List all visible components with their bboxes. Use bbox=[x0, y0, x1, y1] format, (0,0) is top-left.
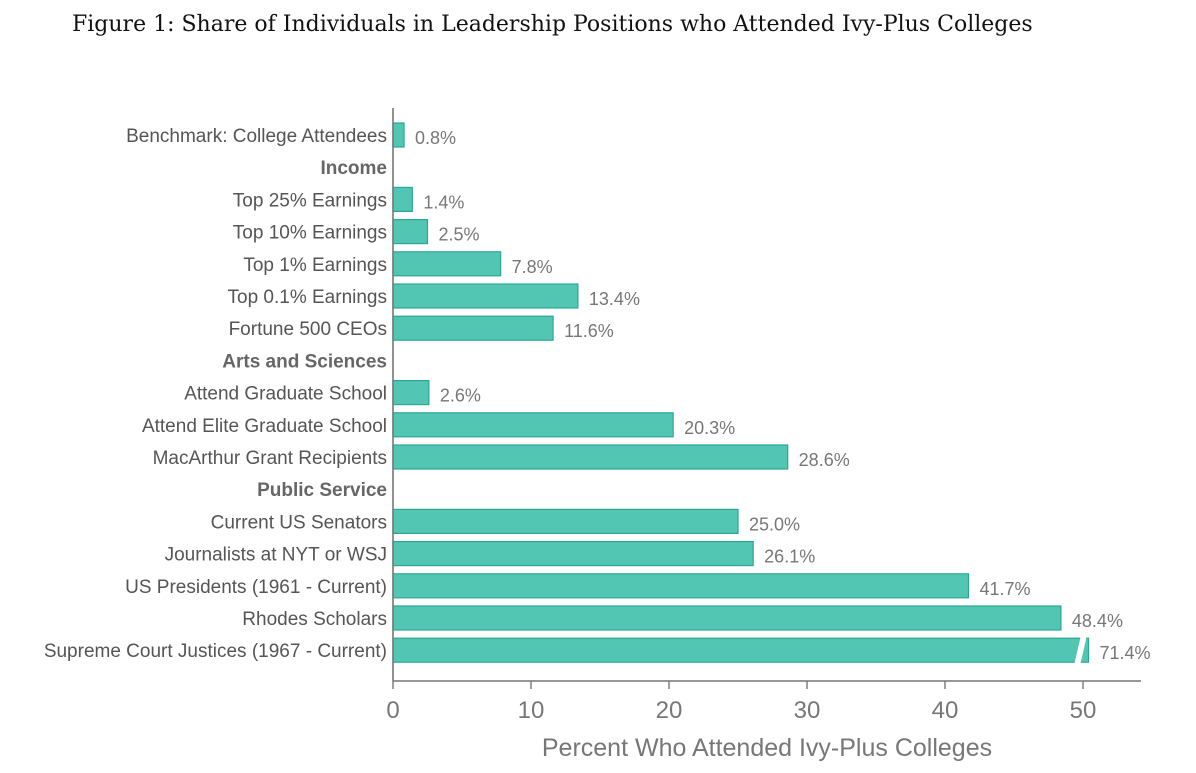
bar-supreme-court-justices-1967-current bbox=[392, 637, 1090, 663]
bar-current-us-senators bbox=[392, 508, 739, 534]
bar-attend-graduate-school bbox=[392, 380, 430, 406]
category-label-attend-elite-graduate-school: Attend Elite Graduate School bbox=[142, 416, 387, 437]
bar-top-1-earnings bbox=[392, 251, 502, 277]
category-label-us-presidents-1961-current: US Presidents (1961 - Current) bbox=[125, 577, 387, 598]
group-heading-arts-and-sciences: Arts and Sciences bbox=[222, 351, 387, 372]
bar-us-presidents-1961-current bbox=[392, 573, 970, 599]
bars-layer bbox=[392, 122, 1090, 664]
bar-fortune-500-ceos bbox=[392, 315, 554, 341]
value-label-top-0-1-earnings: 13.4% bbox=[589, 289, 640, 309]
value-label-macarthur-grant-recipients: 28.6% bbox=[799, 450, 850, 470]
group-heading-income: Income bbox=[320, 158, 387, 179]
x-tick-label: 10 bbox=[518, 697, 545, 724]
category-label-supreme-court-justices-1967-current: Supreme Court Justices (1967 - Current) bbox=[44, 641, 387, 662]
value-label-benchmark-college-attendees: 0.8% bbox=[415, 128, 456, 148]
bar-rhodes-scholars bbox=[392, 605, 1062, 631]
bar-top-0-1-earnings bbox=[392, 283, 579, 309]
value-label-us-presidents-1961-current: 41.7% bbox=[979, 579, 1030, 599]
category-label-current-us-senators: Current US Senators bbox=[211, 512, 387, 533]
value-label-attend-graduate-school: 2.6% bbox=[440, 386, 481, 406]
x-tick-label: 50 bbox=[1070, 697, 1097, 724]
value-label-attend-elite-graduate-school: 20.3% bbox=[684, 418, 735, 438]
x-tick-label: 0 bbox=[386, 697, 399, 724]
bar-macarthur-grant-recipients bbox=[392, 444, 789, 470]
labels-layer: Benchmark: College Attendees 0.8% Income To… bbox=[44, 126, 1151, 663]
x-tick-label: 20 bbox=[656, 697, 683, 724]
category-label-top-10-earnings: Top 10% Earnings bbox=[233, 223, 387, 244]
category-label-fortune-500-ceos: Fortune 500 CEOs bbox=[229, 319, 387, 340]
category-label-journalists-at-nyt-or-wsj: Journalists at NYT or WSJ bbox=[165, 545, 387, 566]
x-axis-title: Percent Who Attended Ivy-Plus Colleges bbox=[542, 734, 992, 762]
category-label-rhodes-scholars: Rhodes Scholars bbox=[242, 609, 387, 630]
category-label-top-0-1-earnings: Top 0.1% Earnings bbox=[228, 287, 388, 308]
bar-benchmark-college-attendees bbox=[392, 122, 405, 148]
category-label-top-1-earnings: Top 1% Earnings bbox=[243, 255, 387, 276]
axis-layer: 0 10 20 30 40 50 Percent Who Attended Ivy-Plus… bbox=[386, 108, 1141, 762]
value-label-current-us-senators: 25.0% bbox=[749, 514, 800, 534]
value-label-supreme-court-justices-1967-current: 71.4% bbox=[1100, 643, 1151, 663]
x-tick-label: 30 bbox=[794, 697, 821, 724]
bar-journalists-at-nyt-or-wsj bbox=[392, 540, 754, 567]
value-label-top-10-earnings: 2.5% bbox=[439, 225, 480, 245]
value-label-journalists-at-nyt-or-wsj: 26.1% bbox=[764, 547, 815, 567]
figure-title: Figure 1: Share of Individuals in Leader… bbox=[72, 12, 1033, 37]
category-label-benchmark-college-attendees: Benchmark: College Attendees bbox=[126, 126, 387, 147]
value-label-top-1-earnings: 7.8% bbox=[512, 257, 553, 277]
category-label-top-25-earnings: Top 25% Earnings bbox=[233, 190, 387, 211]
group-heading-public-service: Public Service bbox=[257, 480, 387, 501]
category-label-macarthur-grant-recipients: MacArthur Grant Recipients bbox=[153, 448, 387, 469]
bar-attend-elite-graduate-school bbox=[392, 412, 674, 438]
value-label-rhodes-scholars: 48.4% bbox=[1072, 611, 1123, 631]
axis-break-mark bbox=[1074, 637, 1087, 664]
bar-top-25-earnings bbox=[392, 186, 413, 212]
value-label-fortune-500-ceos: 11.6% bbox=[564, 321, 614, 341]
value-label-top-25-earnings: 1.4% bbox=[423, 192, 464, 212]
x-tick-label: 40 bbox=[932, 697, 959, 724]
category-label-attend-graduate-school: Attend Graduate School bbox=[184, 384, 387, 405]
bar-top-10-earnings bbox=[392, 219, 429, 245]
